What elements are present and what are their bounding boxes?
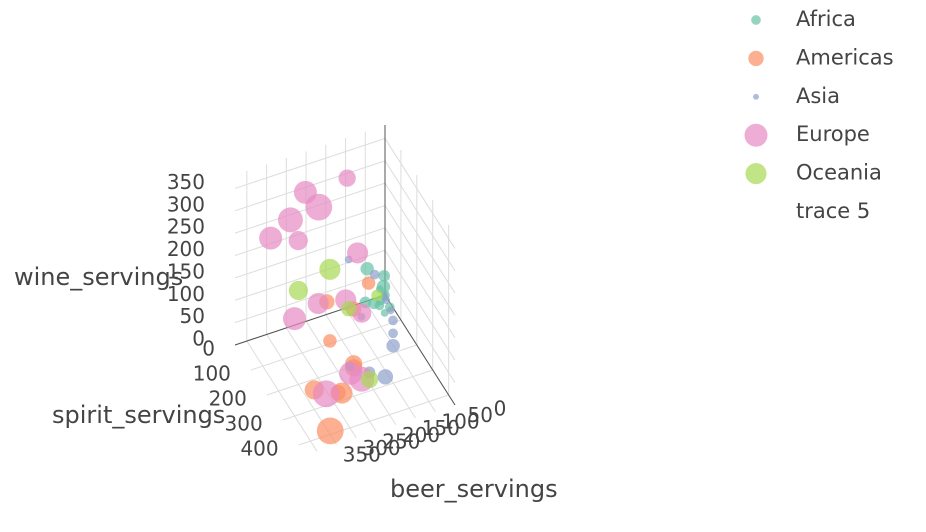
- point: [352, 303, 372, 323]
- point: [388, 315, 398, 326]
- point: [277, 207, 303, 233]
- point: [386, 338, 400, 353]
- grid-line: [345, 307, 416, 419]
- grid-line: [364, 301, 436, 412]
- point: [360, 262, 374, 276]
- z-tick-label: 0: [192, 327, 205, 351]
- grid-line: [384, 272, 456, 383]
- x-tick-label: 50: [468, 403, 493, 427]
- x-tick-label: 200: [402, 423, 440, 447]
- grid-line: [384, 249, 456, 361]
- legend-marker: [753, 93, 759, 100]
- grid-line: [384, 138, 456, 249]
- point: [338, 169, 356, 187]
- point: [259, 226, 283, 250]
- legend-marker: [748, 50, 764, 67]
- legend-label: Asia: [796, 84, 840, 108]
- z-tick-label: 100: [167, 282, 205, 306]
- point: [380, 308, 389, 317]
- grid-line: [246, 340, 318, 452]
- point: [361, 276, 376, 290]
- z-tick-label: 250: [167, 215, 205, 239]
- points: [259, 169, 400, 445]
- x-tick-label: 250: [382, 429, 420, 453]
- point: [377, 369, 394, 385]
- point: [288, 280, 308, 301]
- legend-marker: [744, 123, 768, 147]
- y-axis-title: spirit_servings: [52, 401, 225, 429]
- point: [347, 242, 369, 264]
- z-tick-label: 50: [180, 304, 205, 328]
- x-tick-label: 0: [494, 397, 507, 421]
- point: [316, 417, 344, 445]
- point: [376, 279, 391, 294]
- z-tick-label: 300: [167, 192, 205, 216]
- grid-line: [234, 137, 386, 189]
- legend: Africa Americas Asia Europe Oceania trace 5: [744, 7, 894, 223]
- y-tick-label: 100: [193, 362, 231, 386]
- point: [386, 306, 395, 315]
- point: [378, 269, 390, 282]
- point: [282, 307, 306, 331]
- grid-line: [384, 227, 456, 339]
- legend-marker: [745, 163, 767, 185]
- legend-label: Europe: [796, 122, 870, 146]
- z-tick-label: 200: [167, 237, 205, 261]
- axis-line: [384, 294, 456, 406]
- point: [374, 300, 385, 311]
- labels: 0501001502002503003500100200300400050100…: [167, 170, 507, 467]
- z-axis-title: wine_servings: [14, 263, 183, 291]
- legend-label: Oceania: [796, 161, 882, 185]
- grid-line: [282, 369, 433, 421]
- x-tick-label: 150: [422, 416, 460, 440]
- legend-label: Africa: [796, 7, 856, 31]
- x-tick-label: 350: [343, 443, 381, 467]
- point: [369, 269, 380, 280]
- grid-line: [384, 182, 456, 294]
- x-tick-label: 100: [441, 410, 479, 434]
- grid-line: [234, 205, 386, 257]
- x-axis-title: beer_servings: [390, 475, 558, 503]
- grid-line: [384, 205, 456, 316]
- z-tick-label: 150: [167, 259, 205, 283]
- legend-label: trace 5: [796, 199, 870, 223]
- point: [371, 289, 383, 302]
- grid-line: [384, 160, 456, 272]
- y-tick-label: 400: [240, 437, 278, 461]
- legend-marker: [751, 15, 761, 25]
- point: [341, 300, 357, 317]
- z-tick-label: 350: [167, 170, 205, 194]
- y-tick-label: 0: [202, 337, 215, 361]
- point: [382, 296, 391, 305]
- point: [388, 328, 398, 339]
- y-tick-label: 300: [225, 412, 263, 436]
- point: [339, 361, 363, 385]
- point: [305, 193, 333, 221]
- grid: [234, 125, 456, 452]
- legend-label: Americas: [796, 45, 894, 69]
- point: [312, 380, 340, 408]
- point: [319, 258, 341, 280]
- point: [323, 334, 337, 348]
- y-tick-label: 200: [209, 387, 247, 411]
- grid-line: [234, 227, 386, 279]
- point: [288, 231, 308, 251]
- point: [360, 370, 379, 388]
- point: [307, 293, 329, 315]
- x-tick-label: 300: [362, 436, 400, 460]
